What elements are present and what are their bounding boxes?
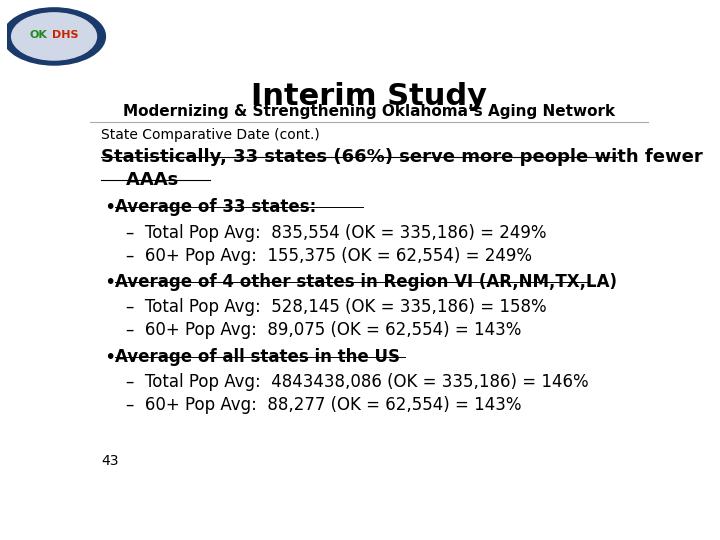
Text: –  Total Pop Avg:  835,554 (OK = 335,186) = 249%: – Total Pop Avg: 835,554 (OK = 335,186) …: [126, 224, 546, 241]
Text: ASD: ASD: [626, 492, 674, 512]
Text: Modernizing & Strengthening Oklahoma’s Aging Network: Modernizing & Strengthening Oklahoma’s A…: [123, 104, 615, 119]
Text: –  60+ Pop Avg:  88,277 (OK = 62,554) = 143%: – 60+ Pop Avg: 88,277 (OK = 62,554) = 14…: [126, 396, 522, 414]
Circle shape: [3, 8, 105, 65]
Text: –  Total Pop Avg:  528,145 (OK = 335,186) = 158%: – Total Pop Avg: 528,145 (OK = 335,186) …: [126, 299, 547, 316]
Text: •: •: [104, 273, 115, 292]
Text: Statistically, 33 states (66%) serve more people with fewer: Statistically, 33 states (66%) serve mor…: [101, 148, 703, 166]
Text: DHS: DHS: [52, 30, 78, 39]
Circle shape: [12, 13, 96, 60]
Text: 43: 43: [101, 454, 119, 468]
Text: Average of 33 states:: Average of 33 states:: [115, 198, 316, 216]
Text: Average of all states in the US: Average of all states in the US: [115, 348, 400, 366]
Text: •: •: [104, 198, 115, 217]
Text: –  60+ Pop Avg:  155,375 (OK = 62,554) = 249%: – 60+ Pop Avg: 155,375 (OK = 62,554) = 2…: [126, 246, 532, 265]
Text: –  Total Pop Avg:  4843438,086 (OK = 335,186) = 146%: – Total Pop Avg: 4843438,086 (OK = 335,1…: [126, 373, 589, 392]
Text: –  60+ Pop Avg:  89,075 (OK = 62,554) = 143%: – 60+ Pop Avg: 89,075 (OK = 62,554) = 14…: [126, 321, 522, 339]
Text: •: •: [104, 348, 115, 367]
Text: Interim Study: Interim Study: [251, 82, 487, 111]
Text: OK: OK: [30, 30, 48, 39]
Text: AAAs: AAAs: [101, 171, 179, 189]
Text: State Comparative Date (cont.): State Comparative Date (cont.): [101, 128, 320, 142]
Text: Average of 4 other states in Region VI (AR,NM,TX,LA): Average of 4 other states in Region VI (…: [115, 273, 617, 291]
